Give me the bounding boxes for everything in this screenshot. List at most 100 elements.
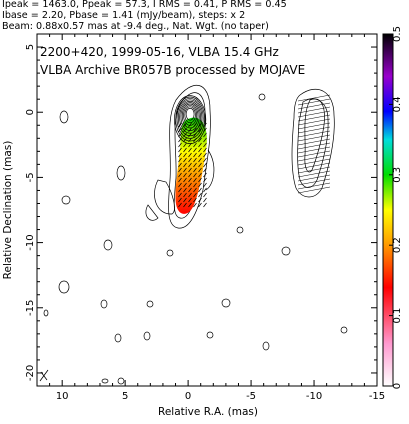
pol-hatch-line <box>297 138 331 146</box>
colorbar-tick-label: 0 <box>392 383 403 389</box>
colorbar-tick-label: 0.3 <box>392 167 403 183</box>
core-contour <box>177 99 203 137</box>
pol-hatch-line <box>297 110 331 118</box>
evpa-tick <box>178 172 182 178</box>
evpa-tick <box>203 132 207 138</box>
noise-contour <box>116 165 126 181</box>
evpa-tick <box>203 152 207 158</box>
evpa-tick <box>198 137 202 143</box>
pol-hatch-line <box>297 126 331 134</box>
evpa-tick <box>178 177 182 183</box>
evpa-tick <box>178 187 182 193</box>
x-tick-label: 5 <box>122 391 128 402</box>
core-contour <box>176 98 204 139</box>
y-tick-label: -15 <box>25 300 36 316</box>
core-contours <box>174 95 207 144</box>
y-tick-label: -20 <box>25 365 36 381</box>
evpa-tick <box>178 202 182 208</box>
evpa-tick <box>198 122 202 128</box>
noise-contour <box>236 226 244 234</box>
evpa-tick <box>188 192 192 198</box>
evpa-tick <box>183 192 187 198</box>
noise-contour <box>61 195 71 205</box>
evpa-tick <box>188 167 192 173</box>
pol-hatch-line <box>297 122 331 130</box>
evpa-tick <box>193 162 197 168</box>
evpa-tick <box>178 152 182 158</box>
evpa-tick <box>193 202 197 208</box>
evpa-tick <box>188 147 192 153</box>
evpa-tick <box>193 122 197 128</box>
evpa-tick <box>188 182 192 188</box>
evpa-tick <box>203 177 207 183</box>
evpa-tick <box>198 197 202 203</box>
evpa-tick <box>198 127 202 133</box>
evpa-tick <box>178 142 182 148</box>
pol-hatch-line <box>297 134 331 142</box>
evpa-tick <box>193 192 197 198</box>
noise-contour <box>221 298 231 308</box>
evpa-tick <box>183 167 187 173</box>
y-tick-label: 5 <box>25 44 36 50</box>
evpa-tick <box>198 187 202 193</box>
pol-hatch-line <box>297 158 331 166</box>
evpa-tick <box>193 157 197 163</box>
x-tick-label: 0 <box>185 391 191 402</box>
evpa-tick <box>188 122 192 128</box>
evpa-tick <box>198 172 202 178</box>
colorbar-tick-label: 0.2 <box>392 237 403 253</box>
evpa-tick <box>203 172 207 178</box>
evpa-tick <box>198 162 202 168</box>
axis-ticks: 10 5 0 -5 -10 -15 5 0 -5 -10 -15 -20 <box>25 33 385 402</box>
noise-contour <box>59 110 69 124</box>
evpa-tick <box>183 182 187 188</box>
colorbar-tick-label: 0.5 <box>392 26 403 42</box>
core-contour <box>184 106 196 124</box>
noise-contour <box>206 331 214 339</box>
x-tick-label: -5 <box>246 391 256 402</box>
evpa-tick <box>188 197 192 203</box>
header-line-beam: Beam: 0.88x0.57 mas at -9.4 deg., Nat. W… <box>2 20 269 32</box>
evpa-tick <box>203 142 207 148</box>
evpa-tick <box>193 182 197 188</box>
evpa-tick <box>178 122 182 128</box>
evpa-tick <box>183 152 187 158</box>
evpa-tick <box>193 187 197 193</box>
evpa-tick <box>183 172 187 178</box>
evpa-tick <box>178 147 182 153</box>
colorbar <box>382 33 394 387</box>
evpa-tick <box>188 162 192 168</box>
noise-contours <box>43 93 348 385</box>
pol-hatch-line <box>297 150 331 158</box>
pol-hatch-line <box>297 178 331 186</box>
noise-contour <box>103 239 113 251</box>
noise-contour <box>258 93 266 101</box>
evpa-vectors <box>178 122 207 208</box>
evpa-tick <box>188 152 192 158</box>
pol-hatch-line <box>297 102 331 110</box>
evpa-tick <box>193 172 197 178</box>
y-tick-label: 0 <box>25 109 36 115</box>
evpa-tick <box>183 197 187 203</box>
evpa-tick <box>193 152 197 158</box>
core-contour <box>180 102 200 131</box>
evpa-tick <box>188 202 192 208</box>
core-contour <box>185 107 195 121</box>
evpa-tick <box>203 192 207 198</box>
y-axis-label: Relative Declination (mas) <box>2 141 14 280</box>
evpa-tick <box>198 192 202 198</box>
pol-hatch-line <box>297 114 331 122</box>
evpa-tick <box>178 182 182 188</box>
annotation-archive: VLBA Archive BR057B processed by MOJAVE <box>40 63 305 77</box>
evpa-tick <box>183 187 187 193</box>
core-contour <box>179 100 201 134</box>
evpa-tick <box>203 157 207 163</box>
y-tick-label: -10 <box>25 234 36 250</box>
evpa-tick <box>193 147 197 153</box>
evpa-tick <box>178 132 182 138</box>
evpa-tick <box>188 157 192 163</box>
noise-contour <box>281 246 291 256</box>
noise-contour <box>114 333 122 343</box>
noise-contour <box>101 378 109 384</box>
